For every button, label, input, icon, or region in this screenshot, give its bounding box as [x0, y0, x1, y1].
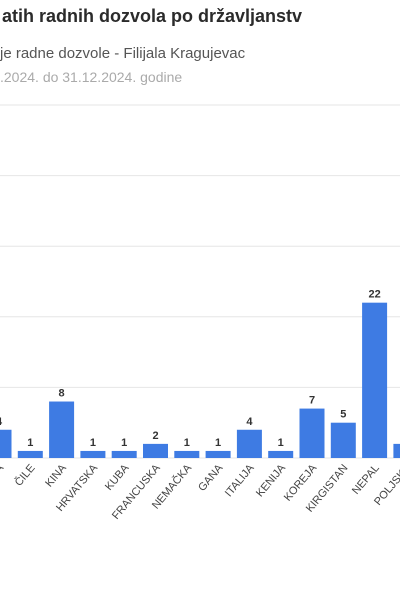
value-label: 5 [340, 409, 346, 421]
bar [111, 450, 137, 458]
bar [49, 401, 75, 458]
bar [174, 450, 200, 458]
chart-title: atih radnih dozvola po državljanstv [2, 6, 302, 26]
bar [80, 450, 106, 458]
bar [17, 450, 43, 458]
value-label: 1 [90, 437, 96, 449]
value-label: 1 [278, 437, 284, 449]
bar [393, 443, 400, 458]
value-label: 22 [368, 289, 380, 301]
value-label: 7 [309, 395, 315, 407]
chart-period: .2024. do 31.12.2024. godine [0, 69, 182, 85]
value-label: 1 [184, 437, 190, 449]
bar [268, 450, 294, 458]
value-label: 4 [0, 416, 3, 428]
bar [143, 443, 168, 458]
value-label: 1 [27, 437, 33, 449]
chart-subtitle: je radne dozvole - Filijala Kragujevac [0, 45, 246, 62]
value-label: 4 [246, 416, 253, 428]
value-label: 8 [59, 388, 65, 400]
value-label: 1 [215, 437, 221, 449]
bar [205, 450, 231, 458]
bar [299, 408, 325, 458]
x-tick-label: A [0, 462, 7, 476]
value-label: 1 [121, 437, 127, 449]
value-label: 2 [152, 430, 158, 442]
bar [0, 429, 12, 458]
bar [330, 422, 356, 458]
bar [236, 429, 262, 458]
bar [362, 302, 388, 458]
